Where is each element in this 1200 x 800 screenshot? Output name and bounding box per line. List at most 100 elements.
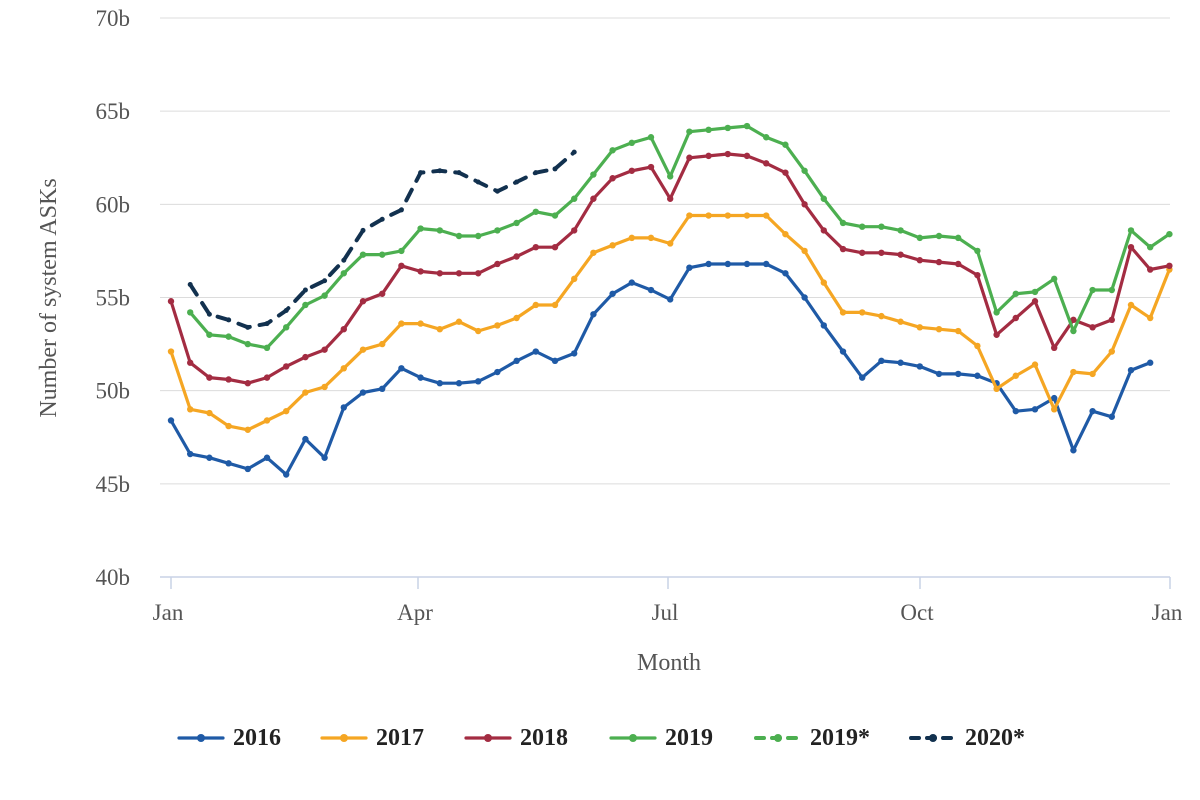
data-point bbox=[513, 357, 520, 365]
data-point bbox=[340, 365, 347, 372]
data-point bbox=[820, 227, 827, 234]
legend-item[interactable]: 2019* bbox=[752, 718, 870, 758]
data-point bbox=[341, 257, 347, 263]
legend-label: 2016 bbox=[233, 724, 281, 751]
data-point bbox=[187, 359, 194, 366]
data-point bbox=[859, 374, 866, 381]
data-point bbox=[820, 279, 827, 286]
data-point bbox=[1147, 266, 1154, 273]
data-point bbox=[1147, 314, 1154, 322]
data-point bbox=[763, 160, 770, 167]
data-point bbox=[359, 251, 367, 258]
line-chart: 40b 45b 50b 55b 60b 65b 70b Jan Apr Jul Oct Jan Num… bbox=[36, 6, 1183, 676]
data-point bbox=[321, 346, 328, 353]
data-point bbox=[1051, 344, 1058, 352]
data-point bbox=[1089, 370, 1096, 378]
legend-swatch bbox=[609, 734, 657, 742]
data-point bbox=[513, 219, 520, 227]
data-point bbox=[398, 262, 405, 270]
data-point bbox=[283, 407, 290, 415]
gridlines bbox=[160, 17, 1170, 485]
data-point bbox=[1031, 288, 1039, 296]
data-point bbox=[263, 344, 271, 352]
data-point bbox=[705, 152, 712, 160]
data-point bbox=[167, 298, 175, 305]
legend-label: 2019 bbox=[665, 724, 713, 751]
data-point bbox=[820, 322, 827, 329]
series-line bbox=[169, 213, 1172, 432]
data-point bbox=[206, 311, 212, 317]
data-point bbox=[590, 195, 597, 202]
legend-item[interactable]: 2020* bbox=[907, 718, 1025, 758]
data-point bbox=[647, 234, 655, 242]
data-point bbox=[839, 219, 847, 227]
data-point bbox=[609, 175, 616, 182]
data-point bbox=[974, 342, 981, 350]
data-point bbox=[1108, 413, 1116, 420]
legend-label: 2019* bbox=[810, 724, 870, 751]
legend-item[interactable]: 2017 bbox=[318, 718, 424, 758]
series-2016 bbox=[167, 260, 1154, 478]
data-point bbox=[187, 406, 194, 413]
y-tick-label: 65b bbox=[96, 99, 131, 124]
data-point bbox=[1070, 447, 1077, 454]
data-point bbox=[839, 245, 847, 253]
data-point bbox=[820, 195, 827, 202]
data-point bbox=[244, 340, 251, 348]
data-point bbox=[417, 225, 424, 232]
data-point bbox=[359, 389, 367, 396]
data-point bbox=[955, 327, 962, 335]
data-point bbox=[340, 325, 347, 333]
data-point bbox=[609, 242, 616, 249]
data-point bbox=[283, 363, 290, 370]
data-point bbox=[743, 260, 751, 268]
data-point bbox=[360, 227, 366, 233]
data-point bbox=[1070, 316, 1077, 324]
data-point bbox=[782, 230, 789, 238]
data-point bbox=[302, 353, 309, 361]
legend-item[interactable]: 2016 bbox=[175, 718, 281, 758]
data-point bbox=[379, 216, 385, 222]
x-tick-label: Jan bbox=[1152, 600, 1183, 625]
data-point bbox=[302, 389, 309, 396]
data-point bbox=[1127, 366, 1135, 374]
data-point bbox=[647, 163, 655, 171]
legend-item[interactable]: 2019 bbox=[607, 718, 713, 758]
data-point bbox=[878, 312, 885, 320]
data-point bbox=[475, 327, 482, 335]
series-2019 bbox=[187, 122, 1173, 352]
data-point bbox=[417, 268, 424, 275]
legend-item[interactable]: 2018 bbox=[462, 718, 568, 758]
legend-swatch bbox=[320, 734, 368, 742]
data-point bbox=[1051, 275, 1058, 283]
data-point bbox=[590, 171, 597, 178]
data-point bbox=[206, 454, 213, 461]
data-point bbox=[455, 318, 463, 325]
data-point bbox=[475, 232, 482, 240]
data-point bbox=[187, 281, 193, 287]
data-point bbox=[647, 134, 655, 141]
data-point bbox=[321, 292, 328, 299]
data-point bbox=[993, 309, 1000, 316]
data-point bbox=[494, 188, 500, 194]
data-point bbox=[513, 314, 520, 322]
data-point bbox=[590, 249, 597, 256]
data-point bbox=[551, 301, 559, 309]
data-point bbox=[571, 227, 578, 234]
data-point bbox=[628, 279, 635, 286]
data-point bbox=[379, 340, 386, 348]
series-2018 bbox=[167, 150, 1173, 387]
data-point bbox=[609, 290, 616, 297]
data-point bbox=[379, 290, 386, 297]
data-point bbox=[590, 311, 597, 318]
data-point bbox=[667, 296, 674, 303]
chart-legend: 2016 2017 2018 2019 2019* 2020* bbox=[0, 718, 1200, 758]
series-line bbox=[169, 152, 1172, 385]
data-point bbox=[628, 167, 635, 174]
data-point bbox=[782, 141, 789, 148]
data-point bbox=[743, 152, 751, 160]
data-point bbox=[417, 320, 424, 327]
x-tick-label: Apr bbox=[397, 600, 433, 625]
data-point bbox=[263, 374, 271, 381]
data-point bbox=[321, 454, 328, 461]
